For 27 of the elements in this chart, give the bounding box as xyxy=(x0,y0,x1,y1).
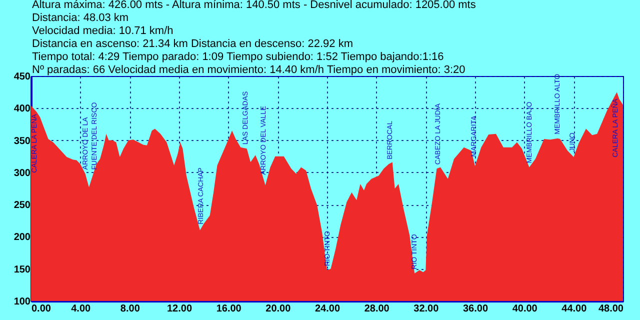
text: Velocidad media: 10.71 km/h xyxy=(32,25,174,37)
y-tick-label: 100 xyxy=(14,296,31,308)
x-tick-label: 20.00 xyxy=(266,304,292,314)
y-tick-label: 400 xyxy=(14,104,31,115)
x-tick-label: 28.00 xyxy=(364,304,390,314)
x-tick-label: 36.00 xyxy=(462,304,488,314)
text: Distancia en ascenso: 21.34 km Distancia en descenso: 22.92 km xyxy=(32,38,354,50)
x-tick-label: 0.00 xyxy=(32,304,52,314)
y-tick-label: 350 xyxy=(14,136,31,147)
y-tick-label: 300 xyxy=(14,168,31,179)
y-tick-label: 250 xyxy=(14,200,31,212)
x-tick-label: 24.00 xyxy=(314,304,340,314)
y-tick-label: 450 xyxy=(14,72,31,82)
text: Nº paradas: 66 Velocidad media en movimiento: 14.40 km/h Tiempo en movimiento: 3:20 xyxy=(32,64,466,76)
x-tick-label: 44.00 xyxy=(562,304,588,314)
text: Tiempo total: 4:29 Tiempo parado: 1:09 Tiempo subiendo: 1:52 Tiempo bajando:1:16 xyxy=(32,51,444,63)
x-tick-label: 4.00 xyxy=(71,304,91,314)
y-tick-label: 150 xyxy=(14,264,31,276)
x-tick-label: 16.00 xyxy=(216,304,242,314)
x-tick-label: 12.00 xyxy=(166,304,192,314)
x-tick-label: 32.00 xyxy=(414,304,440,314)
text: Distancia: 48.03 km xyxy=(32,12,129,24)
y-tick-label: 200 xyxy=(14,232,31,244)
x-tick-label: 48.00 xyxy=(598,304,624,314)
x-tick-label: 40.00 xyxy=(512,304,538,314)
x-tick-label: 8.00 xyxy=(120,304,140,314)
text: Altura máxima: 426.00 mts - Altura mínima: 140.50 mts - Desnivel acumulado: 1205.00 mts xyxy=(32,0,476,11)
